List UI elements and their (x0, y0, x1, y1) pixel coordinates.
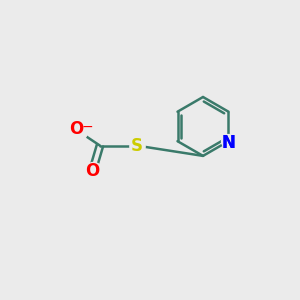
Text: −: − (82, 119, 93, 134)
Text: N: N (222, 134, 236, 152)
Text: O: O (69, 120, 83, 138)
Text: O: O (85, 162, 100, 180)
Text: S: S (131, 136, 143, 154)
Text: N: N (222, 134, 236, 152)
